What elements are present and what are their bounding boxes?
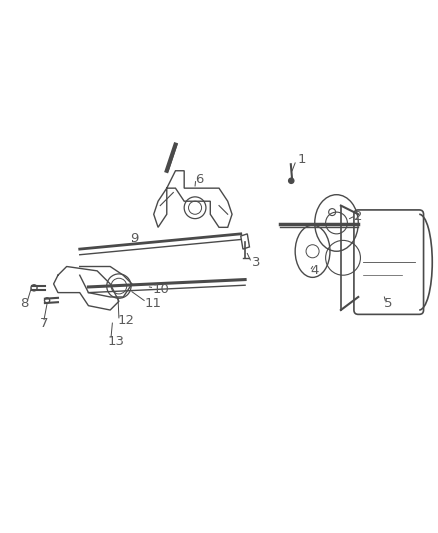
Text: 12: 12 [118, 314, 135, 327]
Text: 7: 7 [40, 317, 48, 329]
Circle shape [289, 178, 294, 183]
Text: 4: 4 [311, 264, 319, 277]
Text: 3: 3 [252, 256, 260, 269]
Text: 5: 5 [385, 297, 393, 310]
Text: 1: 1 [297, 154, 306, 166]
Text: 6: 6 [195, 173, 203, 186]
Text: 13: 13 [108, 335, 125, 348]
Text: 11: 11 [145, 297, 162, 310]
Text: 8: 8 [20, 297, 28, 310]
Text: 10: 10 [153, 282, 170, 296]
Text: 2: 2 [354, 210, 362, 223]
Text: 9: 9 [130, 232, 138, 245]
